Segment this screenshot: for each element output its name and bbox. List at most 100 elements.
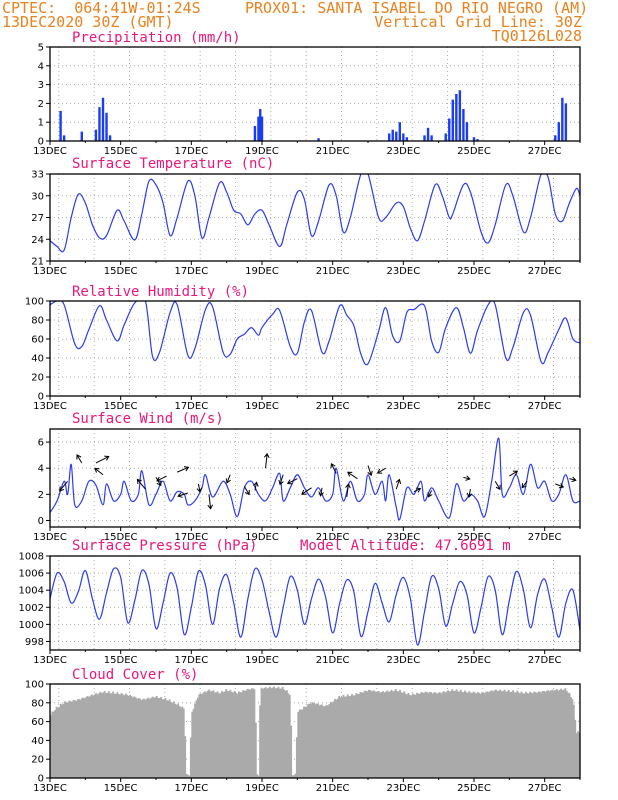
cloud-bar xyxy=(331,702,334,778)
cloud-bar xyxy=(322,706,325,778)
cloud-bar xyxy=(387,691,390,778)
cloud-bar xyxy=(370,691,373,778)
cloud-bar xyxy=(565,690,568,778)
cloud-bar xyxy=(318,705,321,778)
precip-frame xyxy=(49,46,581,142)
precip-bar xyxy=(564,103,568,141)
cloud-bar xyxy=(506,691,509,778)
cloud-bar xyxy=(144,699,147,778)
cloud-bar xyxy=(348,695,351,778)
cloud-bar xyxy=(343,696,346,778)
x-tick-label: 27DEC xyxy=(528,401,562,412)
cloud-bar xyxy=(181,706,184,778)
x-tick-label: 23DEC xyxy=(386,532,420,543)
y-tick-label: 2 xyxy=(38,99,44,110)
x-tick-label: 25DEC xyxy=(457,655,491,666)
cloud-bar xyxy=(99,691,102,778)
cloud-bar xyxy=(369,690,372,778)
wind-data xyxy=(50,437,580,521)
cloud-bar xyxy=(447,690,449,778)
cloud-bar xyxy=(148,698,151,778)
cloud-bar xyxy=(522,693,524,778)
x-tick-label: 13DEC xyxy=(33,146,67,157)
cloud-bar xyxy=(55,706,58,778)
cloud-bar xyxy=(418,693,421,778)
wind-arrow-head xyxy=(263,452,270,459)
cloud-bar xyxy=(424,691,427,778)
wind-arrow-head xyxy=(156,476,162,482)
cloud-bar xyxy=(297,712,300,778)
cloud-bar xyxy=(283,689,286,778)
pres-frame xyxy=(49,555,581,651)
cloud-bar xyxy=(115,693,117,778)
wind-arrow-head xyxy=(571,476,577,483)
cloud-bar xyxy=(249,689,252,778)
cloud-bar xyxy=(122,694,124,778)
cloud-bar xyxy=(167,700,170,778)
y-tick-label: 1 xyxy=(38,118,44,129)
cloud-bar xyxy=(269,686,271,778)
cloud-bar xyxy=(407,693,410,778)
cloud-bar xyxy=(319,704,322,778)
y-tick-label: 0 xyxy=(38,392,44,403)
cloud-bar xyxy=(136,698,139,778)
cloud-bar xyxy=(98,693,100,778)
cloud-bar xyxy=(498,690,500,778)
y-tick-label: 0 xyxy=(38,774,44,785)
cloud-bar xyxy=(397,691,400,778)
precip-bar xyxy=(62,135,66,141)
y-tick-label: 0 xyxy=(38,516,44,527)
cloud-bar xyxy=(151,696,154,778)
wind-arrow xyxy=(208,494,212,509)
wind-arrow-head xyxy=(395,478,402,484)
y-tick-label: 998 xyxy=(25,637,44,648)
cloud-bar xyxy=(161,699,164,778)
cloud-bar xyxy=(291,775,294,778)
cloud-bar xyxy=(550,690,553,778)
cloud-bar xyxy=(51,711,54,778)
wind-arrow xyxy=(76,454,83,464)
y-tick-label: 1000 xyxy=(19,620,44,631)
wind-arrow xyxy=(287,478,298,484)
cloud-bar xyxy=(482,692,485,778)
wind-arrow xyxy=(509,470,518,477)
cloud-bar xyxy=(334,698,336,778)
cloud-bar xyxy=(478,692,481,778)
cloud-bar xyxy=(553,690,555,778)
cloud-bar xyxy=(431,693,434,778)
y-tick-label: 2 xyxy=(38,490,44,501)
x-tick-label: 19DEC xyxy=(245,783,279,794)
cloud-bar xyxy=(168,699,171,778)
cloud-bar xyxy=(257,775,260,778)
cloud-bar xyxy=(189,737,192,778)
cloud-bar xyxy=(198,694,201,778)
cloud-bar xyxy=(328,704,331,778)
cloud-bar xyxy=(544,691,547,778)
cloud-bar xyxy=(548,691,551,778)
cloud-bar xyxy=(474,692,476,778)
header-station-coords: CPTEC: 064:41W-01:24S xyxy=(2,0,201,17)
cloud-bar xyxy=(83,698,86,778)
cloud-bar xyxy=(226,690,229,778)
cloud-bar xyxy=(564,688,567,778)
cloud-panel: 0 20 40 60 80 100 13DEC 15DEC 17DEC 19DEC 21DEC 23D… xyxy=(25,667,581,794)
cloud-bar xyxy=(175,704,178,778)
cloud-bar xyxy=(353,695,356,778)
x-tick-label: 27DEC xyxy=(528,783,562,794)
cloud-bar xyxy=(85,696,88,778)
wind-arrow-head xyxy=(76,454,82,460)
cloud-bar xyxy=(406,694,408,778)
wind-arrow xyxy=(59,480,69,492)
precip-data xyxy=(59,90,568,141)
cloud-bar xyxy=(254,722,257,778)
precip-bar xyxy=(398,122,401,141)
x-tick-label: 21DEC xyxy=(316,655,350,666)
cloud-bar xyxy=(401,692,404,778)
x-tick-label: 15DEC xyxy=(104,146,138,157)
wind-arrow xyxy=(427,490,433,498)
cloud-bar xyxy=(399,689,401,778)
wind-arrow-head xyxy=(207,504,214,510)
x-tick-label: 17DEC xyxy=(174,401,208,412)
cloud-bar xyxy=(274,688,277,778)
cloud-bar xyxy=(335,699,338,778)
